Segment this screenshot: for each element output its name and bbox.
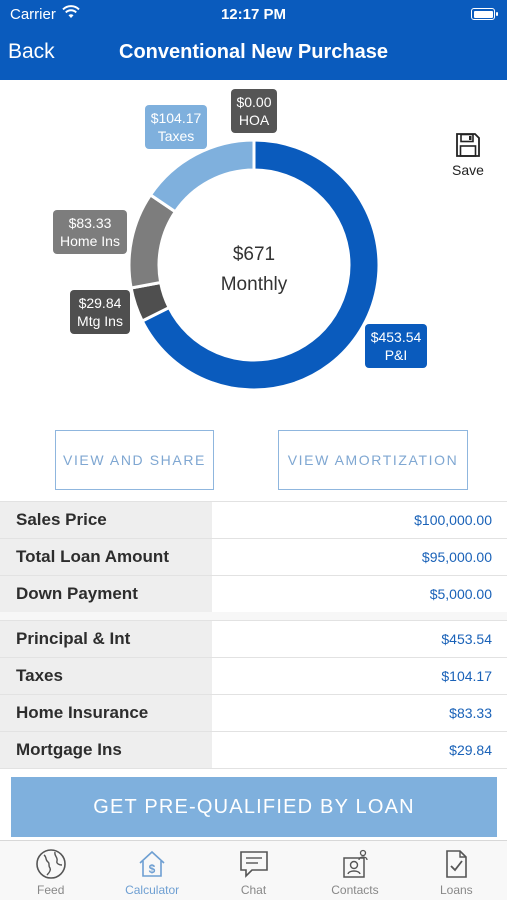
donut-slice-home-ins bbox=[127, 192, 178, 290]
table-row: Home Insurance $83.33 bbox=[0, 695, 507, 732]
callout-box-mtg-ins bbox=[70, 290, 130, 334]
save-button[interactable]: Save bbox=[448, 132, 488, 178]
donut-center-value: $671 bbox=[233, 244, 275, 265]
tab-calculator[interactable]: $ Calculator bbox=[101, 841, 202, 900]
callout-value-mtg-ins: $29.84 bbox=[79, 295, 122, 311]
tab-label: Feed bbox=[37, 883, 65, 897]
section-divider bbox=[0, 612, 507, 620]
callout-label-hoa: HOA bbox=[239, 112, 270, 128]
callout-box-home-ins bbox=[53, 210, 127, 254]
payment-chart-area: $453.54 P&I $29.84 Mtg Ins $83.33 Home Ins $10… bbox=[0, 80, 507, 420]
svg-text:$: $ bbox=[149, 862, 156, 876]
tab-label: Calculator bbox=[125, 883, 180, 897]
row-value[interactable]: $104.17 bbox=[441, 668, 492, 684]
chat-bubble-icon bbox=[239, 851, 268, 878]
callout-value-hoa: $0.00 bbox=[236, 94, 271, 110]
battery-icon bbox=[471, 8, 498, 20]
donut-slice-p-i bbox=[140, 138, 381, 392]
tab-loans[interactable]: Loans bbox=[406, 841, 507, 900]
row-label: Principal & Int bbox=[0, 621, 212, 657]
row-label: Total Loan Amount bbox=[0, 539, 212, 575]
callout-label-p-i: P&I bbox=[385, 347, 408, 363]
table-row: Down Payment $5,000.00 bbox=[0, 576, 507, 613]
page-title: Conventional New Purchase bbox=[119, 41, 388, 63]
table-row: Sales Price $100,000.00 bbox=[0, 502, 507, 539]
nav-bar: Back Conventional New Purchase bbox=[0, 36, 507, 70]
donut-center-label: Monthly bbox=[221, 274, 288, 295]
save-label: Save bbox=[452, 162, 484, 178]
tab-chat[interactable]: Chat bbox=[203, 841, 304, 900]
row-value[interactable]: $453.54 bbox=[441, 631, 492, 647]
app-header: Carrier 12:17 PM Back Conventional New P… bbox=[0, 0, 507, 80]
callout-value-home-ins: $83.33 bbox=[69, 215, 112, 231]
clock: 12:17 PM bbox=[220, 6, 287, 23]
row-label: Home Insurance bbox=[0, 695, 212, 731]
status-bar: Carrier 12:17 PM bbox=[0, 0, 507, 28]
loan-summary-table: Sales Price $100,000.00 Total Loan Amoun… bbox=[0, 501, 507, 613]
callout-box-p-i bbox=[365, 324, 427, 368]
get-pre-qualified-button[interactable]: GET PRE-QUALIFIED BY LOAN bbox=[11, 777, 497, 837]
view-and-share-button[interactable]: VIEW AND SHARE bbox=[55, 430, 214, 490]
contacts-icon bbox=[343, 849, 368, 878]
carrier-label: Carrier bbox=[10, 6, 56, 23]
row-label: Mortgage Ins bbox=[0, 732, 212, 768]
tab-label: Loans bbox=[439, 883, 473, 897]
floppy-disk-icon bbox=[456, 133, 480, 157]
payment-breakdown-table: Principal & Int $453.54 Taxes $104.17 Ho… bbox=[0, 620, 507, 769]
tab-bar: Feed $ Calculator Chat Contacts bbox=[0, 840, 507, 900]
calculator-house-icon: $ bbox=[139, 850, 165, 877]
row-value[interactable]: $83.33 bbox=[449, 705, 492, 721]
payment-donut-chart: $453.54 P&I $29.84 Mtg Ins $83.33 Home Ins $10… bbox=[53, 89, 427, 392]
row-value[interactable]: $29.84 bbox=[449, 742, 492, 758]
row-value[interactable]: $95,000.00 bbox=[421, 549, 492, 565]
table-row: Taxes $104.17 bbox=[0, 658, 507, 695]
callout-box-hoa bbox=[231, 89, 277, 133]
callout-value-taxes: $104.17 bbox=[151, 110, 202, 126]
row-label: Down Payment bbox=[0, 576, 212, 612]
donut-slice-taxes bbox=[148, 138, 256, 214]
row-label: Taxes bbox=[0, 658, 212, 694]
back-button[interactable]: Back bbox=[8, 40, 55, 63]
tab-label: Chat bbox=[240, 883, 267, 897]
row-label: Sales Price bbox=[0, 502, 212, 538]
callout-value-p-i: $453.54 bbox=[371, 329, 422, 345]
row-value[interactable]: $5,000.00 bbox=[429, 586, 492, 602]
callout-label-home-ins: Home Ins bbox=[60, 233, 120, 249]
view-amortization-button[interactable]: VIEW AMORTIZATION bbox=[278, 430, 468, 490]
document-check-icon bbox=[446, 850, 468, 878]
tab-contacts[interactable]: Contacts bbox=[304, 841, 405, 900]
callout-label-taxes: Taxes bbox=[158, 128, 195, 144]
row-value[interactable]: $100,000.00 bbox=[414, 512, 492, 528]
table-row: Total Loan Amount $95,000.00 bbox=[0, 539, 507, 576]
tab-label: Contacts bbox=[331, 883, 379, 897]
callout-box-taxes bbox=[145, 105, 207, 149]
wifi-icon bbox=[62, 5, 80, 18]
tab-feed[interactable]: Feed bbox=[0, 841, 101, 900]
globe-icon bbox=[35, 849, 66, 879]
table-row: Principal & Int $453.54 bbox=[0, 621, 507, 658]
callout-label-mtg-ins: Mtg Ins bbox=[77, 313, 123, 329]
table-row: Mortgage Ins $29.84 bbox=[0, 732, 507, 769]
